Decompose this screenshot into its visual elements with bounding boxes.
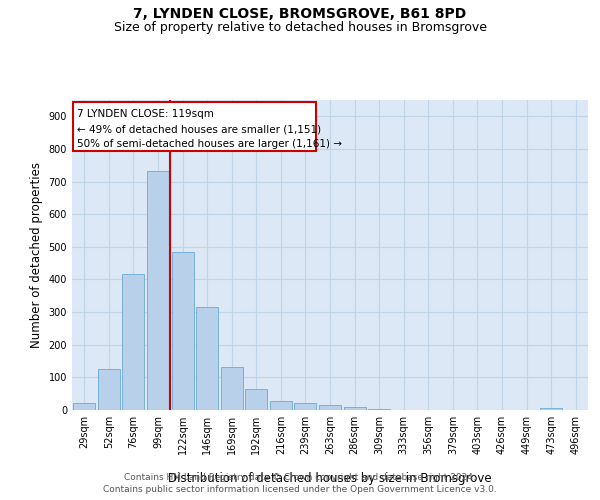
Text: 7 LYNDEN CLOSE: 119sqm: 7 LYNDEN CLOSE: 119sqm xyxy=(77,109,214,119)
Text: Distribution of detached houses by size in Bromsgrove: Distribution of detached houses by size … xyxy=(168,472,492,485)
Bar xyxy=(221,366,243,410)
Y-axis label: Number of detached properties: Number of detached properties xyxy=(30,162,43,348)
Text: ← 49% of detached houses are smaller (1,151): ← 49% of detached houses are smaller (1,… xyxy=(77,124,321,134)
Bar xyxy=(98,369,120,410)
Text: Contains HM Land Registry data © Crown copyright and database right 2024.
Contai: Contains HM Land Registry data © Crown c… xyxy=(103,472,497,494)
Bar xyxy=(172,252,194,410)
Bar xyxy=(122,274,145,410)
Text: Size of property relative to detached houses in Bromsgrove: Size of property relative to detached ho… xyxy=(113,21,487,34)
Bar xyxy=(196,307,218,410)
Text: 50% of semi-detached houses are larger (1,161) →: 50% of semi-detached houses are larger (… xyxy=(77,139,342,149)
Bar xyxy=(73,404,95,410)
Bar xyxy=(540,408,562,410)
Bar xyxy=(73,102,316,150)
Bar xyxy=(245,389,268,410)
Bar xyxy=(295,403,316,410)
Text: 7, LYNDEN CLOSE, BROMSGROVE, B61 8PD: 7, LYNDEN CLOSE, BROMSGROVE, B61 8PD xyxy=(133,8,467,22)
Bar xyxy=(344,406,365,410)
Bar xyxy=(319,405,341,410)
Bar xyxy=(270,401,292,410)
Bar xyxy=(147,171,169,410)
